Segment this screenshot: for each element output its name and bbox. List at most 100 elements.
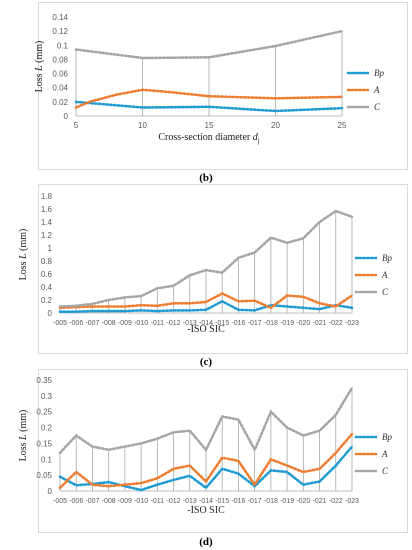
legend-label-A: A [373,85,380,95]
x-axis-label: -ISO SIC [187,505,225,516]
data-point-Bp [221,300,224,303]
data-point-Bp [302,483,305,486]
chart-b-frame [38,2,408,170]
data-point-Bp [75,484,78,487]
data-point-C [124,445,126,448]
data-point-Bp [274,110,277,112]
legend-label-A: A [381,270,388,280]
data-point-Bp [59,310,61,313]
y-tick-label: 0 [48,487,53,496]
x-tick-label: 10 [138,121,147,130]
data-point-A [88,101,91,103]
chart-c-frame [38,184,408,354]
data-point-C [156,287,159,290]
data-point-Bp [318,308,321,310]
legend-label-Bp: Bp [382,432,392,442]
x-tick-label: -013 [183,498,197,505]
x-tick-label: -014 [199,498,213,505]
data-point-C [188,429,191,432]
data-point-Bp [75,310,78,313]
data-point-A [107,305,110,308]
x-tick-label: 25 [338,121,347,130]
data-point-Bp [107,481,110,483]
data-point-C [274,45,277,47]
y-tick-label: 0.2 [41,296,53,305]
x-tick-label: -020 [296,320,310,327]
data-point-C [59,452,61,454]
y-tick-label: 0.14 [52,13,68,22]
y-tick-label: 0.1 [41,455,53,464]
x-tick-label: -018 [264,498,278,505]
chart-d-caption: (d) [199,536,213,548]
series-line-A [74,88,344,109]
data-point-C [172,431,175,434]
y-tick-label: 0 [64,112,69,121]
x-tick-label: -010 [134,498,148,505]
y-tick-label: 1.8 [41,192,53,201]
data-point-C [302,434,305,437]
x-tick-label: -023 [345,320,359,327]
data-point-Bp [341,107,343,110]
data-point-Bp [172,479,175,481]
x-tick-label: -008 [102,320,116,327]
data-point-A [168,91,170,93]
data-point-C [237,418,240,421]
data-point-A [351,294,353,297]
x-axis-label: Cross-section diameter dj [158,132,259,145]
data-point-C [91,445,94,448]
x-tick-label: -016 [231,498,245,505]
x-tick-label: -009 [118,498,132,505]
data-point-Bp [334,464,337,467]
series-line-C [58,386,354,455]
data-point-A [59,487,61,489]
data-point-A [140,304,142,306]
y-tick-label: 0.35 [36,376,52,385]
x-tick-label: -010 [134,320,148,327]
data-point-A [237,460,240,462]
x-tick-label: -006 [69,320,83,327]
data-point-C [140,442,142,445]
data-point-A [286,464,288,467]
data-point-C [221,415,224,418]
chart-d-svg: 00.050.10.150.20.250.30.35-005 -006 -007 -0… [18,376,392,516]
legend-label-A: A [381,449,388,459]
data-point-C [141,57,144,59]
legend-label-C: C [382,466,389,476]
x-tick-label: -019 [280,320,294,327]
data-point-C [75,305,78,307]
data-point-C [107,299,110,301]
y-tick-label: 0.02 [52,98,68,107]
data-point-C [286,242,288,244]
data-point-C [334,414,337,416]
data-point-A [318,468,321,470]
data-point-C [205,448,207,451]
data-point-A [156,305,159,307]
data-point-Bp [253,309,256,312]
data-point-A [302,295,305,298]
y-tick-label: 0.25 [36,408,52,417]
data-point-Bp [270,304,272,306]
data-point-Bp [107,310,110,312]
data-point-A [205,480,207,483]
y-tick-label: 0.08 [52,55,68,64]
y-tick-label: 0.6 [41,270,53,279]
data-point-Bp [156,483,159,486]
x-tick-label: -006 [69,498,83,505]
x-tick-label: -019 [280,498,294,505]
data-point-A [351,433,353,435]
data-point-A [91,305,94,308]
data-point-Bp [208,106,210,108]
data-point-A [91,483,94,486]
data-point-C [341,30,343,32]
x-tick-label: 5 [74,121,79,130]
data-point-A [253,483,256,486]
chart-d: 0 0.05 0.1 0.15 0.2 0.25 0.3 0.35 -005 -006 -007 -0… [0,367,412,550]
data-point-Bp [221,468,224,470]
data-point-C [270,236,272,239]
chart-b: 0 0.02 0.04 0.06 0.08 0.1 0.12 0.14 5 10 15 20 25 Bp A… [0,0,412,183]
data-point-Bp [188,309,191,312]
data-point-A [75,471,78,473]
data-point-C [253,448,256,451]
x-tick-label: -022 [329,498,343,505]
data-point-C [172,284,175,287]
